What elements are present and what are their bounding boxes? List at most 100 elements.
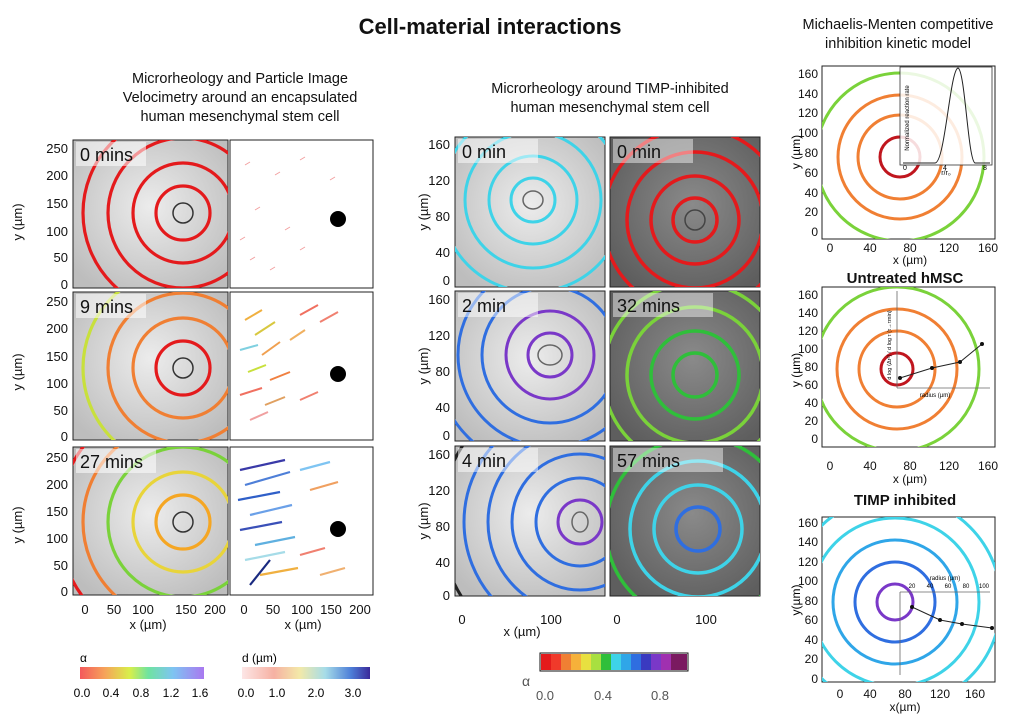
xtick: 80: [898, 687, 912, 701]
piv-vectors: [237, 458, 346, 586]
right-x-ticks-timp: 0 40 80 120 160 x(µm): [837, 687, 986, 714]
ytick: 0: [811, 432, 818, 446]
ytick: 0: [443, 428, 450, 443]
piv-panel-0min: [229, 139, 374, 289]
piv-vectors: [239, 304, 339, 421]
ytick: 120: [428, 173, 450, 188]
subtitle-line: Michaelis-Menten competitive: [802, 17, 994, 33]
left-y-ticks: 250 200 150 100 50 0 250 200 150 100 50 …: [46, 141, 68, 599]
ytick: 20: [805, 205, 819, 219]
ytick: 120: [798, 324, 818, 338]
xtick: 0: [613, 612, 620, 627]
inset-xtick: 0: [903, 165, 907, 172]
mid-right-panel-0min: [609, 136, 761, 288]
subtitle-line: human mesenchymal stem cell: [140, 109, 340, 125]
ytick: 160: [798, 516, 818, 530]
inset-x-label: r/r₀: [941, 170, 951, 177]
colorbar-label: d (µm): [242, 651, 277, 665]
ytick: 150: [46, 349, 68, 364]
xtick: 0: [827, 459, 834, 473]
mid-left-panel-0min: [454, 136, 606, 288]
colorbar-tick: 0.8: [133, 686, 150, 700]
ytick: 50: [54, 558, 68, 573]
alpha-contours: [73, 447, 228, 595]
ytick: 120: [798, 106, 818, 120]
time-label: 4 min: [462, 451, 506, 471]
ytick: 160: [428, 447, 450, 462]
xtick: 100: [291, 602, 313, 617]
ytick: 50: [54, 250, 68, 265]
time-label: 9 mins: [80, 297, 133, 317]
xtick: 150: [320, 602, 342, 617]
page-title: Cell-material interactions: [358, 14, 622, 39]
right-y-ticks-untreated: 160 140 120 100 80 60 40 20 0: [798, 288, 818, 446]
ytick: 120: [428, 328, 450, 343]
ytick: 200: [46, 168, 68, 183]
xtick: 120: [939, 241, 959, 255]
ytick: 0: [61, 429, 68, 444]
ytick: 80: [805, 146, 819, 160]
ytick: 200: [46, 477, 68, 492]
y-axis-label: y (µm): [416, 347, 431, 384]
xtick: 150: [175, 602, 197, 617]
mid-x-ticks: 0 100 0 100 x (µm): [458, 612, 716, 639]
xtick: 80: [903, 459, 917, 473]
xtick: 100: [540, 612, 562, 627]
x-axis-label: x (µm): [893, 253, 927, 267]
colorbar-tick: 0.0: [238, 686, 255, 700]
ytick: 0: [443, 273, 450, 288]
piv-panel-27min: [229, 446, 374, 596]
inset-xtick: 4: [943, 165, 947, 172]
y-axis-label: y (µm): [10, 353, 25, 390]
xtick: 160: [978, 241, 998, 255]
inset-y-label: d log ⟨Δr²⟩ / d log τ (τ→τmin): [886, 310, 893, 379]
xtick: 160: [965, 687, 985, 701]
right-y-ticks-model: 160 140 120 100 80 60 40 20 0: [798, 67, 818, 239]
colorbar-tick: 0.0: [536, 688, 554, 703]
mid-right-panel-32min: [609, 290, 761, 442]
ytick: 160: [428, 137, 450, 152]
ytick: 60: [805, 166, 819, 180]
xtick: 80: [903, 241, 917, 255]
right-y-ticks-timp: 160 140 120 100 80 60 40 20 0: [798, 516, 818, 686]
alpha-contours: [81, 140, 228, 288]
time-label: 27 mins: [80, 452, 143, 472]
mid-right-panel-57min: [609, 445, 761, 597]
ytick: 80: [436, 519, 450, 534]
subtitle-line: inhibition kinetic model: [825, 36, 971, 52]
timp-alpha-radius-inset: radius (µm) 20 40 60 80 100: [899, 576, 994, 675]
right-x-ticks-model: 0 40 80 120 160 x (µm): [827, 241, 999, 267]
colorbar-tick: 0.8: [651, 688, 669, 703]
ytick: 20: [805, 414, 819, 428]
alpha-radius-inset: radius (µm) d log ⟨Δr²⟩ / d log τ (τ→τmi…: [886, 291, 990, 399]
ytick: 40: [805, 186, 819, 200]
ytick: 250: [46, 450, 68, 465]
mid-section-subtitle: Microrheology around TIMP-inhibited huma…: [465, 80, 755, 118]
xtick: 40: [863, 687, 877, 701]
colorbar-tick: 2.0: [308, 686, 325, 700]
xtick: 0: [81, 602, 88, 617]
time-label: 2 min: [462, 296, 506, 316]
ytick: 100: [798, 126, 818, 140]
xtick: 160: [978, 459, 998, 473]
ytick: 80: [805, 594, 819, 608]
mid-y-labels: y (µm) y (µm) y (µm): [416, 193, 431, 539]
untreated-title: Untreated hMSC: [846, 270, 964, 287]
ytick: 100: [46, 376, 68, 391]
ytick: 40: [436, 555, 450, 570]
piv-vectors: [239, 156, 336, 271]
ytick: 0: [811, 225, 818, 239]
xtick: 0: [458, 612, 465, 627]
xtick: 120: [939, 459, 959, 473]
ytick: 40: [805, 633, 819, 647]
ytick: 40: [436, 400, 450, 415]
ytick: 140: [798, 306, 818, 320]
left-x-ticks: 0 50 100 150 200 0 50 100 150 200 x (µm)…: [81, 602, 370, 632]
y-axis-label: y (µm): [789, 135, 803, 169]
xtick: 40: [863, 459, 877, 473]
ytick: 80: [436, 209, 450, 224]
xtick: 100: [695, 612, 717, 627]
inset-xtick: 80: [963, 584, 970, 590]
piv-panel-9min: [229, 291, 374, 441]
